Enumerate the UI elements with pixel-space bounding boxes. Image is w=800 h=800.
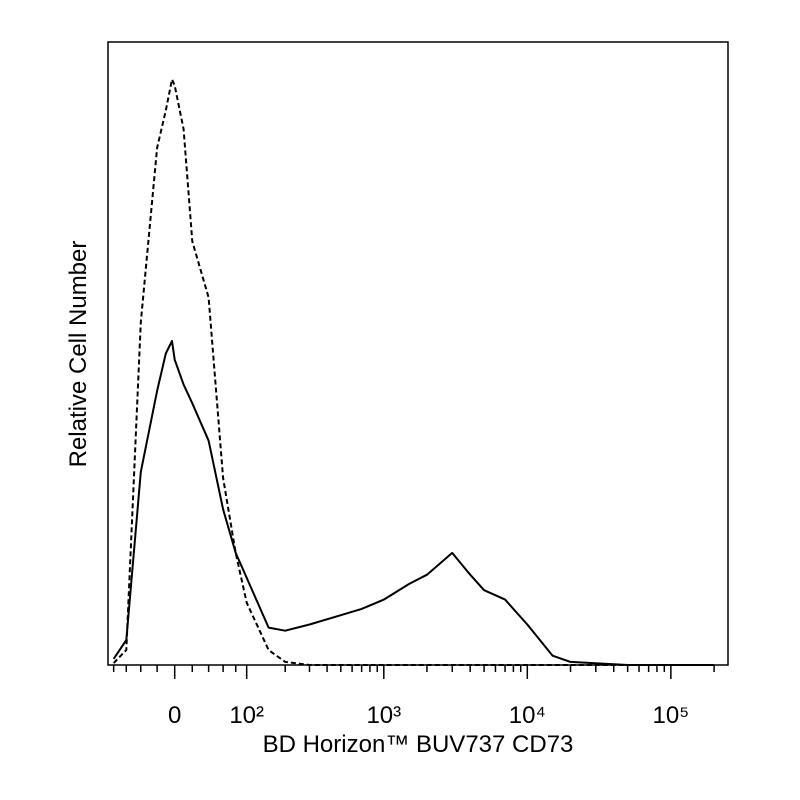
plot-frame — [107, 41, 729, 666]
x-tick-label: 10³ — [366, 702, 401, 729]
x-tick-label: 10⁴ — [509, 702, 546, 729]
x-axis-label: BD Horizon™ BUV737 CD73 — [263, 731, 574, 758]
x-tick-label: 10² — [229, 702, 264, 729]
histogram-line — [112, 340, 715, 666]
histogram-line — [112, 78, 715, 666]
x-tick-label: 0 — [168, 702, 181, 729]
y-axis-label: Relative Cell Number — [65, 241, 92, 468]
x-tick-label: 10⁵ — [653, 702, 690, 729]
